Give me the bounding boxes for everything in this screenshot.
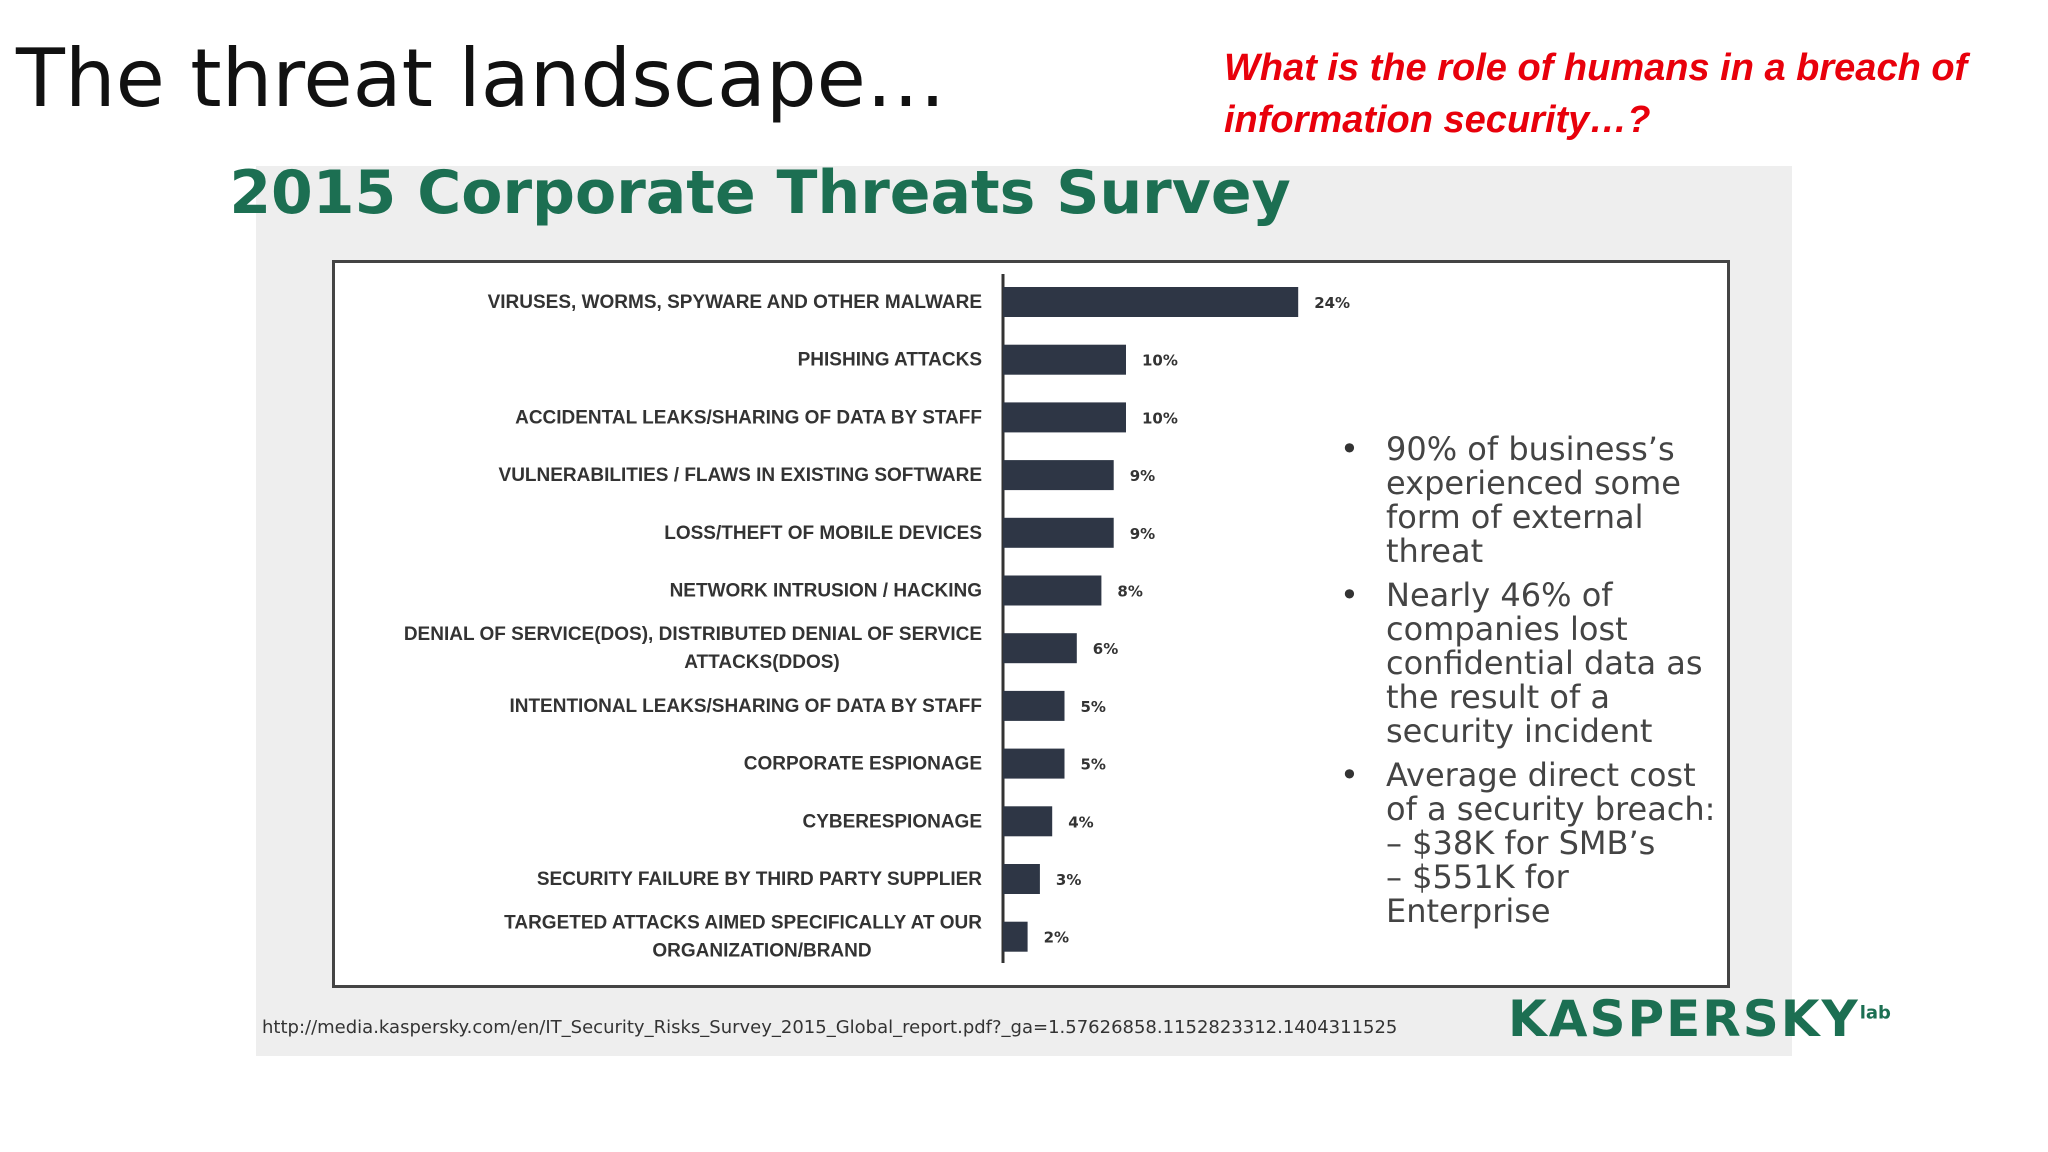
chart-category-label: LOSS/THEFT OF MOBILE DEVICES: [664, 523, 982, 544]
chart-value-label: 24%: [1314, 294, 1350, 312]
chart-value-label: 9%: [1130, 525, 1155, 543]
chart-bar: [1003, 690, 1065, 721]
chart-category-label: NETWORK INTRUSION / HACKING: [670, 581, 982, 602]
chart-value-label: 9%: [1130, 467, 1155, 485]
key-fact-line: Average direct cost: [1386, 756, 1696, 794]
chart-value-label: 5%: [1081, 698, 1106, 716]
chart-bar: [1003, 575, 1102, 606]
key-fact-line: 90% of business’s: [1386, 430, 1675, 468]
chart-category-label: PHISHING ATTACKS: [798, 350, 982, 371]
key-fact-line: – $551K for: [1386, 858, 1569, 896]
key-fact-line: security incident: [1386, 712, 1653, 750]
chart-category-label: INTENTIONAL LEAKS/SHARING OF DATA BY STA…: [509, 696, 982, 717]
bullet-dot: •: [1340, 576, 1359, 614]
chart-value-label: 4%: [1068, 813, 1093, 831]
chart-bar: [1003, 344, 1126, 375]
chart-bar: [1003, 460, 1114, 491]
key-fact-line: confidential data as: [1386, 644, 1703, 682]
chart-value-label: 2%: [1044, 929, 1069, 947]
chart-bar: [1003, 287, 1299, 317]
chart-bar: [1003, 806, 1053, 837]
chart-category-label: VULNERABILITIES / FLAWS IN EXISTING SOFT…: [499, 465, 982, 486]
slide-question: What is the role of humans in a breach o…: [1224, 47, 1968, 141]
chart-value-label: 8%: [1117, 583, 1142, 601]
chart-bar: [1003, 633, 1077, 664]
key-fact-line: form of external: [1386, 498, 1644, 536]
key-fact-line: experienced some: [1386, 464, 1681, 502]
key-fact-item: • Nearly 46% of companies lost confidential…: [1340, 578, 1740, 748]
chart-bar: [1003, 517, 1114, 548]
chart-bar: [1003, 921, 1028, 952]
chart-category-label: VIRUSES, WORMS, SPYWARE AND OTHER MALWAR…: [488, 292, 982, 313]
chart-value-label: 3%: [1056, 871, 1081, 889]
logo-text: KASPERSKY: [1508, 990, 1860, 1048]
chart-category-label: CYBERESPIONAGE: [803, 811, 982, 832]
key-fact-line: the result of a: [1386, 678, 1611, 716]
chart-value-label: 10%: [1142, 409, 1178, 427]
chart-category-label: ORGANIZATION/BRAND: [652, 941, 871, 962]
bullet-dot: •: [1340, 430, 1359, 468]
chart-category-label: CORPORATE ESPIONAGE: [744, 754, 982, 775]
key-fact-line: companies lost: [1386, 610, 1628, 648]
key-fact-line: threat: [1386, 532, 1484, 570]
chart-title: 2015 Corporate Threats Survey: [229, 158, 1291, 228]
slide-title: The threat landscape…: [16, 32, 946, 125]
chart-category-label: DENIAL OF SERVICE(DOS), DISTRIBUTED DENI…: [404, 624, 982, 645]
chart-value-label: 5%: [1081, 756, 1106, 774]
chart-category-label: ACCIDENTAL LEAKS/SHARING OF DATA BY STAF…: [515, 407, 982, 428]
source-url: http://media.kaspersky.com/en/IT_Securit…: [262, 1017, 1398, 1038]
chart-category-label: TARGETED ATTACKS AIMED SPECIFICALLY AT O…: [504, 913, 982, 934]
chart-bar: [1003, 402, 1126, 433]
key-fact-line: of a security breach:: [1386, 790, 1716, 828]
logo-sub: lab: [1859, 1002, 1891, 1024]
key-fact-line: – $38K for SMB’s: [1386, 824, 1656, 862]
bullet-dot: •: [1340, 756, 1359, 794]
chart-category-label: SECURITY FAILURE BY THIRD PARTY SUPPLIER: [537, 869, 982, 890]
key-fact-line: Enterprise: [1386, 892, 1551, 930]
key-facts-list: • 90% of business’s experienced some form o…: [1340, 432, 1740, 938]
key-fact-item: • 90% of business’s experienced some form o…: [1340, 432, 1740, 568]
chart-value-label: 10%: [1142, 352, 1178, 370]
key-fact-item: • Average direct cost of a security breach…: [1340, 758, 1740, 928]
chart-category-label: ATTACKS(DDOS): [684, 652, 840, 673]
kaspersky-logo: KASPERSKYlab: [1508, 990, 1891, 1048]
chart-bar: [1003, 748, 1065, 779]
key-fact-line: Nearly 46% of: [1386, 576, 1613, 614]
chart-bar: [1003, 864, 1040, 894]
chart-value-label: 6%: [1093, 640, 1118, 658]
